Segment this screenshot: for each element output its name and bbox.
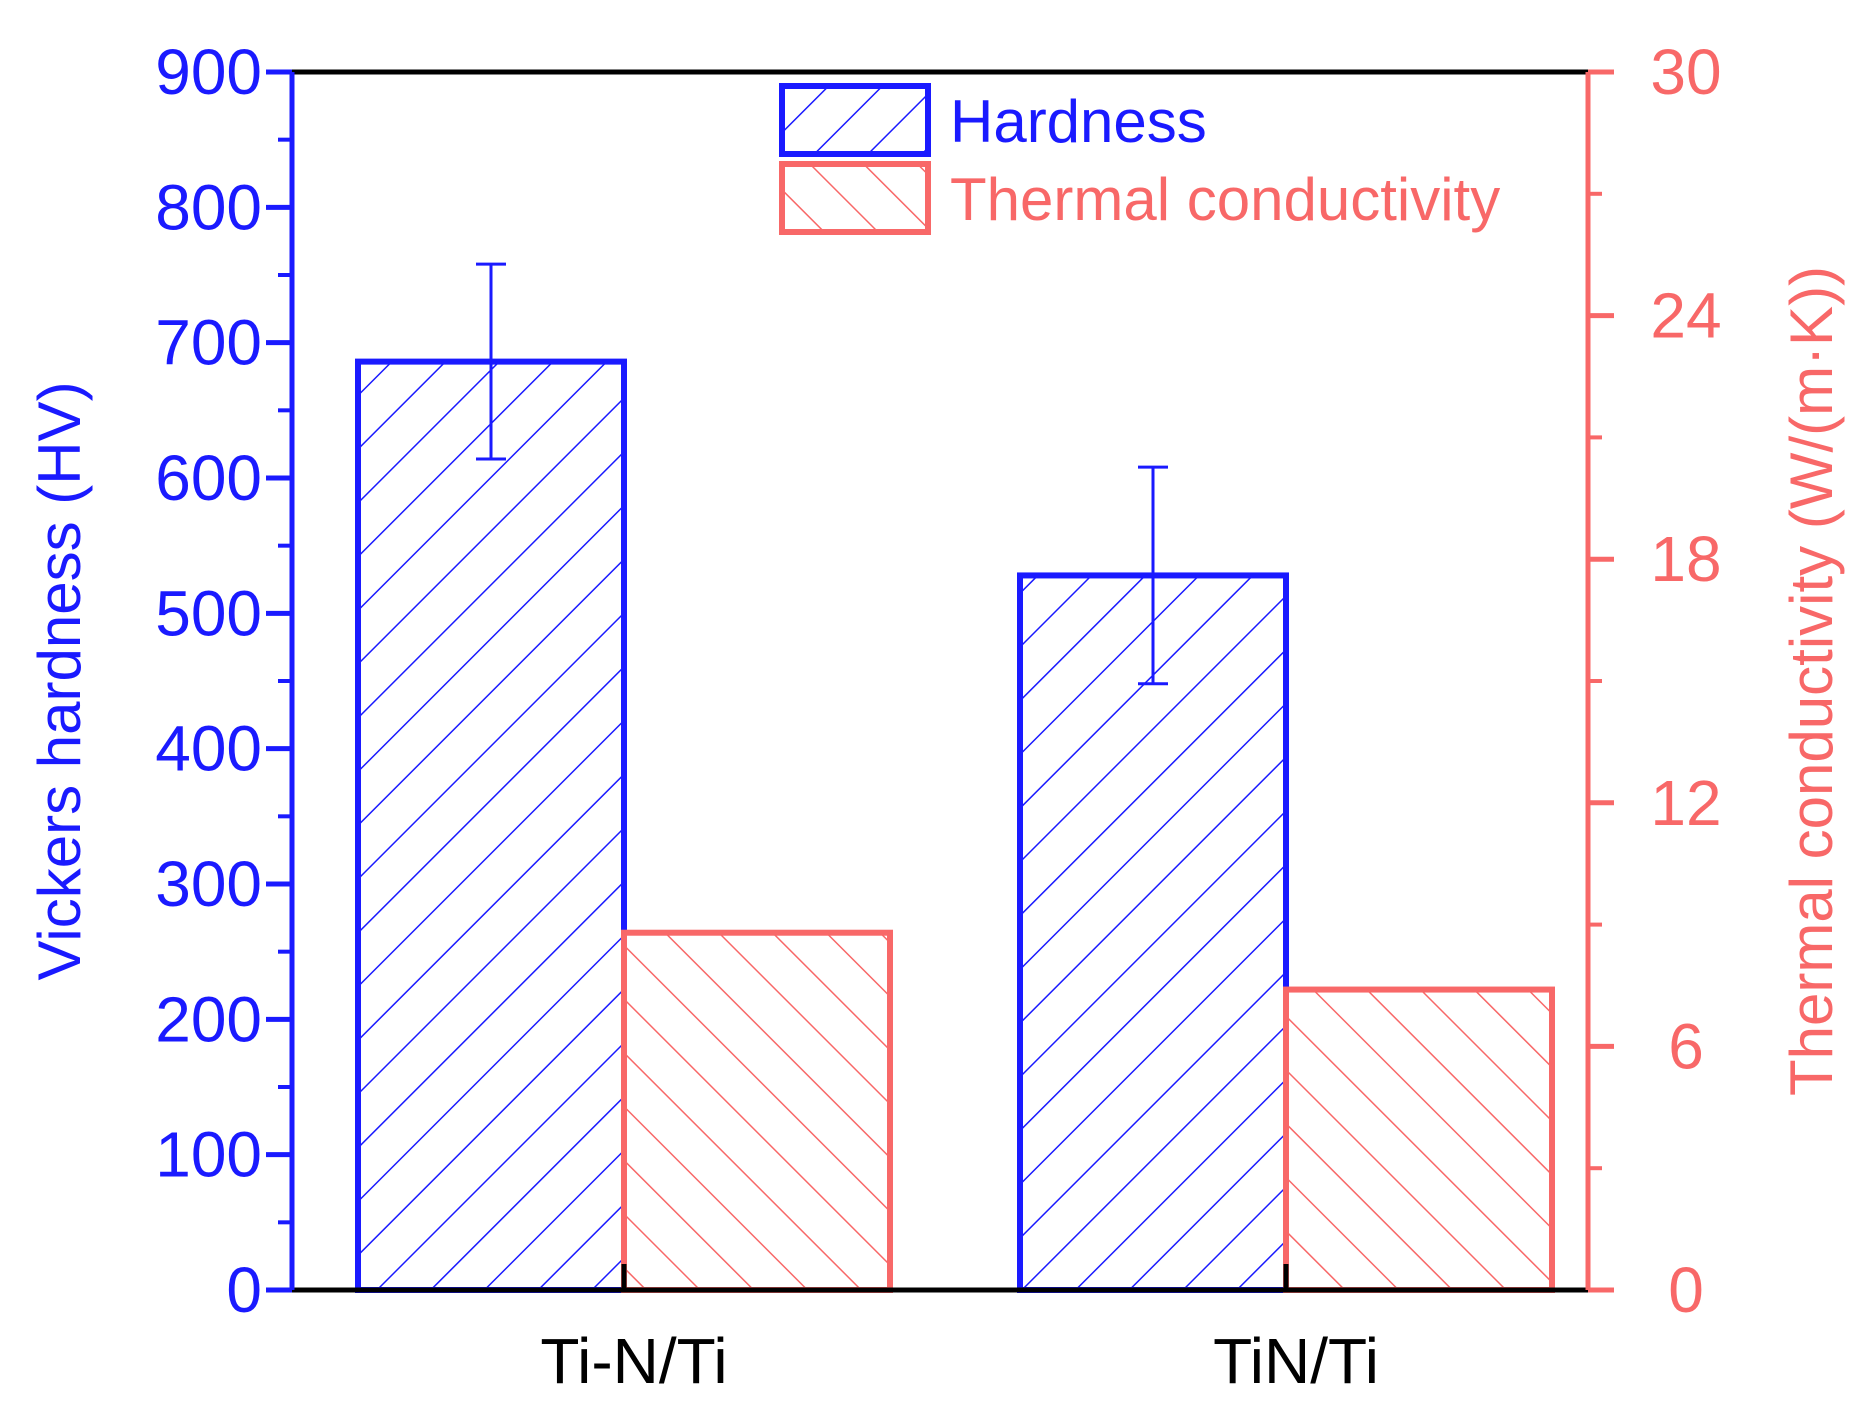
y-left-tick-label: 900 <box>155 36 262 108</box>
plot-area: Ti-N/Ti TiN/Ti010020030040050060070080090… <box>26 36 1845 1397</box>
y-right-tick-label: 12 <box>1650 767 1721 839</box>
y-right-tick-label: 0 <box>1668 1254 1704 1326</box>
x-tick-label: TiN/Ti <box>1213 1325 1379 1397</box>
y-right-tick-label: 6 <box>1668 1010 1704 1082</box>
legend-label-hardness: Hardness <box>950 88 1207 155</box>
y-left-tick-label: 200 <box>155 983 262 1055</box>
bar-hardness <box>355 358 627 1293</box>
error-bar-hardness <box>1138 465 1168 686</box>
y-right-tick-label: 30 <box>1650 36 1721 108</box>
y-left-tick-label: 700 <box>155 307 262 379</box>
y-left-tick-label: 100 <box>155 1119 262 1191</box>
y-left-tick-label: 400 <box>155 713 262 785</box>
bars-group <box>355 262 1555 1293</box>
bar-thermal-conductivity <box>621 929 893 1293</box>
y-left-tick-label: 300 <box>155 848 262 920</box>
y-left-tick-label: 600 <box>155 442 262 514</box>
bar-hardness <box>1017 572 1289 1293</box>
y-left-tick-label: 800 <box>155 171 262 243</box>
x-tick-label: Ti-N/Ti <box>540 1325 727 1397</box>
y-right-tick-label: 24 <box>1650 280 1721 352</box>
legend: Hardness Thermal conductivity <box>779 83 1500 235</box>
bar-thermal-conductivity <box>1283 986 1555 1293</box>
legend-label-thermal-conductivity: Thermal conductivity <box>950 166 1500 233</box>
legend-swatch-thermal-conductivity <box>779 161 931 235</box>
y-left-tick-label: 0 <box>226 1254 262 1326</box>
legend-swatch-hardness <box>779 83 931 157</box>
y-left-tick-label: 500 <box>155 577 262 649</box>
error-bar-hardness <box>476 262 506 461</box>
y-right-tick-label: 18 <box>1650 523 1721 595</box>
y-right-axis-title: Thermal conductivity (W/(m·K)) <box>1778 266 1845 1096</box>
y-left-axis-title: Vickers hardness (HV) <box>26 381 93 980</box>
